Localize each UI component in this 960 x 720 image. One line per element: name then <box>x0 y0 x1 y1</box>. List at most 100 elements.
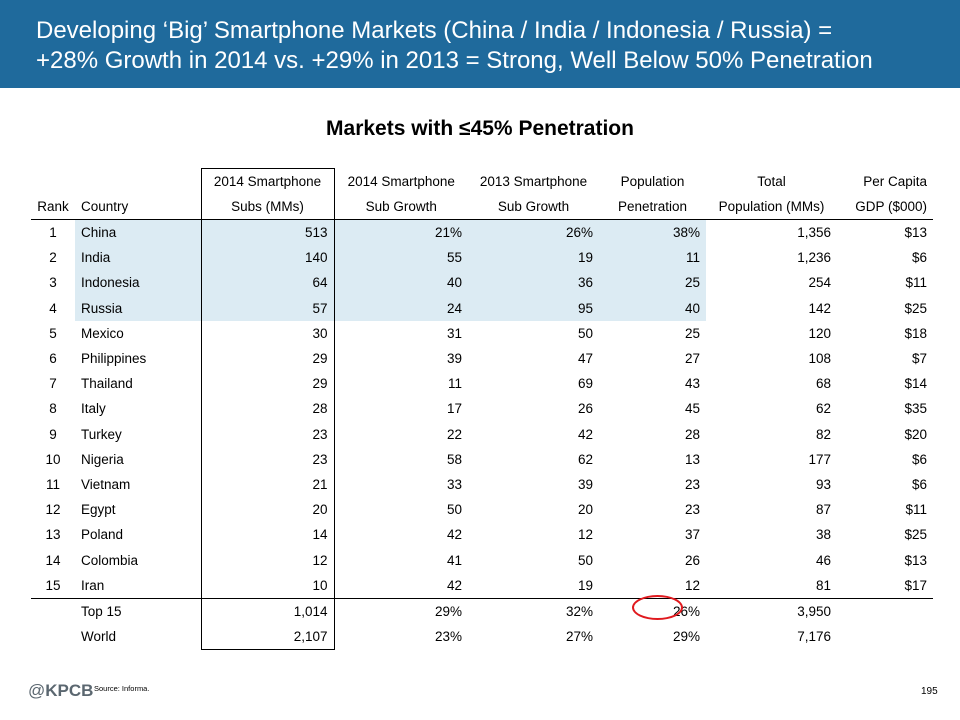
cell-growth-2014: 29% <box>434 603 462 619</box>
cell-penetration: 23 <box>684 502 700 518</box>
cell-growth-2014: 17 <box>446 401 462 417</box>
cell-country: Indonesia <box>75 270 201 296</box>
table-row: 3 Indonesia 64 40 36 25 254 $11 <box>31 270 933 296</box>
cell-country: World <box>81 629 117 645</box>
cell-gdp-per-capita <box>837 624 933 650</box>
cell-penetration: 45 <box>684 401 700 417</box>
cell-country: Thailand <box>81 376 133 392</box>
cell-growth-2014: 22 <box>446 426 462 442</box>
cell-growth-2014: 2014 Smartphone <box>347 173 455 189</box>
cell-total-population: 108 <box>808 351 831 367</box>
cell-subs-2014: 28 <box>200 396 335 422</box>
cell-country: Top 15 <box>81 603 122 619</box>
cell-gdp-per-capita: $17 <box>837 572 933 599</box>
cell-total-population: 68 <box>815 376 831 392</box>
kpcb-logo: @KPCB <box>28 681 94 700</box>
cell-gdp-per-capita: $25 <box>904 300 927 316</box>
cell-rank <box>31 624 75 650</box>
cell-penetration: 40 <box>599 295 706 321</box>
cell-penetration: 43 <box>684 376 700 392</box>
cell-rank: 1 <box>49 225 57 241</box>
cell-growth-2014: 42 <box>446 527 462 543</box>
cell-penetration: 38% <box>599 219 706 246</box>
table-row: 2 India 140 55 19 11 1,236 $6 <box>31 245 933 271</box>
cell-total-population: 81 <box>706 572 837 599</box>
cell-growth-2014: Sub Growth <box>334 194 468 220</box>
cell-total-population: 254 <box>808 275 831 291</box>
cell-total-population: Population (MMs) <box>706 194 837 220</box>
page-number: 195 <box>921 686 938 697</box>
cell-growth-2014: 55 <box>334 245 468 271</box>
cell-total-population: 177 <box>808 451 831 467</box>
cell-growth-2013: 12 <box>577 527 593 543</box>
cell-gdp-per-capita <box>837 598 933 624</box>
cell-growth-2014: 21% <box>334 219 468 246</box>
cell-growth-2013: 19 <box>468 572 599 599</box>
cell-growth-2013: 20 <box>577 502 593 518</box>
cell-rank: 9 <box>49 426 57 442</box>
cell-subs-2014: 10 <box>200 572 335 599</box>
cell-growth-2014: 33 <box>446 476 462 492</box>
cell-growth-2014: 11 <box>447 376 462 392</box>
cell-growth-2013: 36 <box>468 270 599 296</box>
table-row: 12 Egypt 20 50 20 23 87 $11 <box>31 497 933 523</box>
cell-gdp-per-capita: $25 <box>904 527 927 543</box>
cell-subs-2014: 21 <box>200 471 335 498</box>
cell-country: Country <box>75 194 201 220</box>
cell-subs-2014: 20 <box>200 497 335 523</box>
cell-gdp-per-capita: $11 <box>905 502 927 518</box>
table-row: 5 Mexico 30 31 50 25 120 $18 <box>31 320 933 346</box>
cell-gdp-per-capita: Per Capita <box>863 173 927 189</box>
source-note: Source: Informa. <box>94 684 150 693</box>
cell-gdp-per-capita: $13 <box>904 552 927 568</box>
cell-rank <box>31 598 75 624</box>
cell-penetration: 27 <box>684 351 700 367</box>
cell-subs-2014: 1,014 <box>200 598 335 624</box>
cell-rank: 10 <box>45 451 61 467</box>
table-row: 7 Thailand 29 11 69 43 68 $14 <box>31 371 933 397</box>
cell-country: Poland <box>81 527 124 543</box>
cell-growth-2013: 50 <box>577 552 593 568</box>
cell-rank: 12 <box>45 502 61 518</box>
cell-country: Egypt <box>81 502 116 518</box>
table-row: 4 Russia 57 24 95 40 142 $25 <box>31 295 933 321</box>
cell-rank: 15 <box>31 572 75 599</box>
cell-penetration: 23 <box>684 476 700 492</box>
table-row: 1 China 513 21% 26% 38% 1,356 $13 <box>31 219 933 246</box>
cell-subs-2014: 29 <box>200 345 335 372</box>
table-row: 8 Italy 28 17 26 45 62 $35 <box>31 396 933 422</box>
cell-country: Iran <box>75 572 201 599</box>
cell-growth-2013: 50 <box>577 325 593 341</box>
cell-rank: 11 <box>45 476 60 492</box>
cell-gdp-per-capita: $13 <box>904 225 927 241</box>
table-row: 15 Iran 10 42 19 12 81 $17 <box>31 572 933 599</box>
cell-country: Italy <box>81 401 106 417</box>
header-row-2: Rank Country Subs (MMs) Sub Growth Sub Growt… <box>31 194 933 220</box>
cell-subs-2014: 23 <box>200 446 335 472</box>
cell-growth-2013: 47 <box>577 351 593 367</box>
cell-country <box>75 169 201 195</box>
cell-subs-2014: 29 <box>200 371 335 397</box>
cell-growth-2014: 31 <box>446 325 462 341</box>
cell-gdp-per-capita: $35 <box>904 401 927 417</box>
cell-subs-2014: 140 <box>200 245 335 271</box>
cell-growth-2014: 42 <box>334 572 468 599</box>
cell-gdp-per-capita: $7 <box>911 351 927 367</box>
cell-total-population: 142 <box>808 300 831 316</box>
cell-rank: Rank <box>31 194 75 220</box>
cell-subs-2014: 64 <box>200 270 335 296</box>
cell-penetration: 25 <box>684 325 700 341</box>
cell-gdp-per-capita: $6 <box>911 476 927 492</box>
cell-growth-2014: 50 <box>446 502 462 518</box>
cell-gdp-per-capita: $14 <box>904 376 927 392</box>
slide-title-line-2: +28% Growth in 2014 vs. +29% in 2013 = S… <box>36 47 873 74</box>
cell-total-population: 120 <box>808 325 831 341</box>
table-row: 9 Turkey 23 22 42 28 82 $20 <box>31 421 933 447</box>
cell-rank: 6 <box>49 351 57 367</box>
cell-growth-2014: 24 <box>334 295 468 321</box>
cell-gdp-per-capita: $11 <box>905 275 927 291</box>
cell-penetration: Penetration <box>599 194 706 220</box>
cell-country: Nigeria <box>81 451 124 467</box>
cell-growth-2013: 42 <box>577 426 593 442</box>
cell-growth-2013: 26 <box>577 401 593 417</box>
